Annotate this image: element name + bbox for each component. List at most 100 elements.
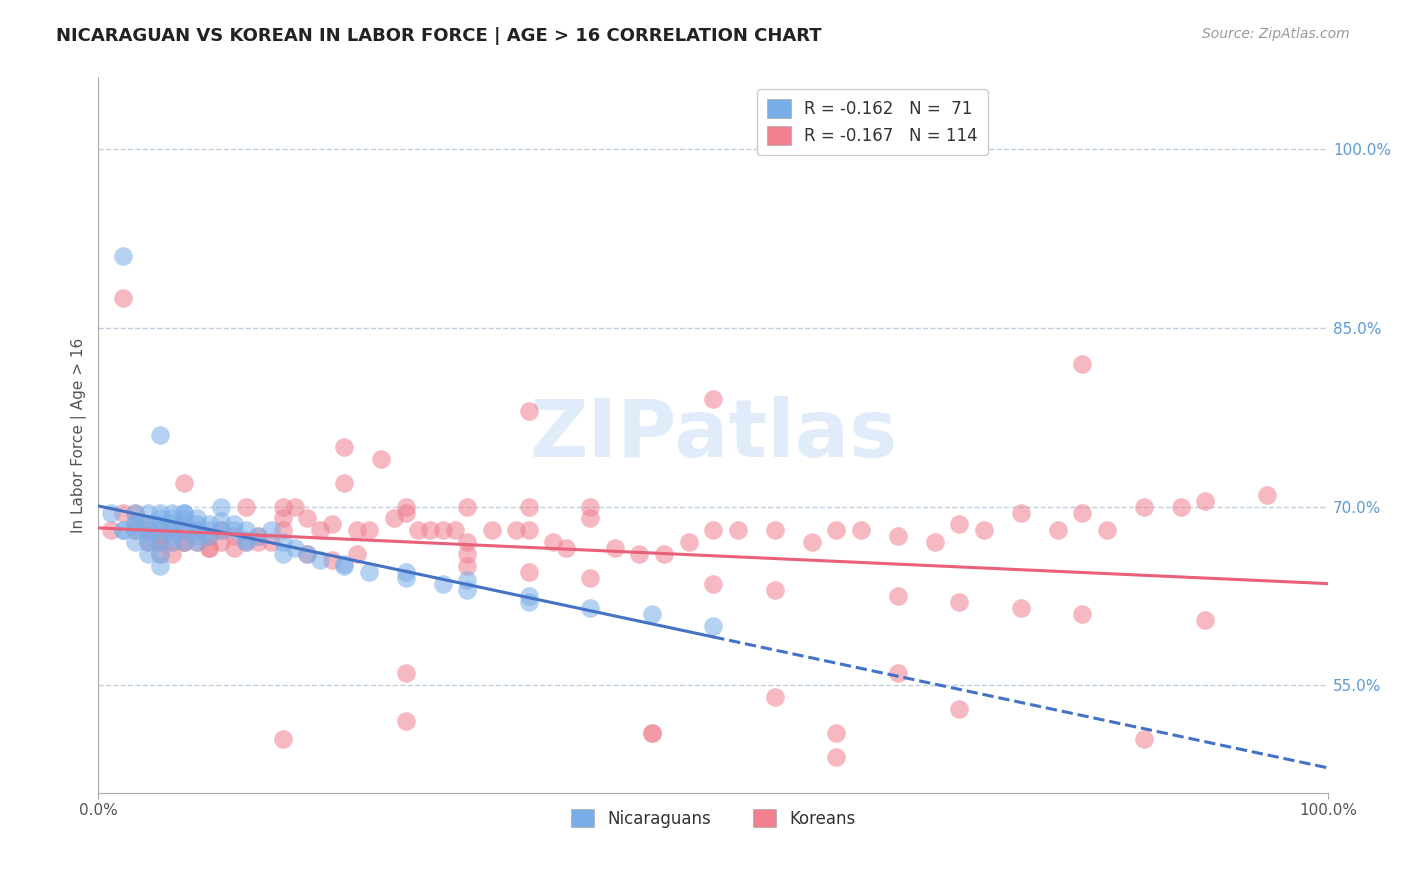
Point [702,577,724,591]
Point [124,524,146,538]
Point [247,529,270,543]
Point [173,475,195,490]
Point [554,541,576,556]
Point [173,511,195,525]
Point [579,571,602,585]
Point [173,535,195,549]
Point [505,524,527,538]
Point [198,529,221,543]
Point [395,714,418,728]
Point [1170,500,1192,514]
Point [136,535,159,549]
Point [186,511,208,525]
Point [149,428,172,442]
Point [1010,600,1032,615]
Point [481,524,503,538]
Point [186,529,208,543]
Point [333,440,356,454]
Point [825,524,848,538]
Point [271,500,294,514]
Point [124,517,146,532]
Point [136,517,159,532]
Point [173,524,195,538]
Y-axis label: In Labor Force | Age > 16: In Labor Force | Age > 16 [72,337,87,533]
Legend: Nicaraguans, Koreans: Nicaraguans, Koreans [564,803,862,834]
Point [579,600,602,615]
Point [886,666,908,681]
Point [333,475,356,490]
Point [579,511,602,525]
Point [136,517,159,532]
Point [763,582,786,597]
Point [259,535,281,549]
Point [333,557,356,571]
Point [1010,506,1032,520]
Point [603,541,626,556]
Point [284,500,307,514]
Point [149,547,172,561]
Point [641,726,664,740]
Point [321,553,343,567]
Point [136,547,159,561]
Point [173,506,195,520]
Point [395,500,418,514]
Point [357,524,380,538]
Point [271,511,294,525]
Point [1194,613,1216,627]
Point [160,524,183,538]
Point [124,535,146,549]
Point [222,541,245,556]
Point [886,589,908,603]
Point [209,514,232,528]
Point [419,524,441,538]
Point [641,607,664,621]
Point [297,547,319,561]
Point [973,524,995,538]
Point [149,535,172,549]
Point [271,535,294,549]
Point [149,559,172,574]
Point [209,524,232,538]
Point [111,506,134,520]
Point [763,524,786,538]
Point [149,524,172,538]
Point [198,517,221,532]
Point [284,541,307,556]
Point [652,547,675,561]
Point [321,517,343,532]
Point [924,535,946,549]
Point [628,547,651,561]
Point [136,535,159,549]
Point [136,529,159,543]
Point [149,517,172,532]
Point [1071,607,1094,621]
Point [517,404,540,418]
Point [641,726,664,740]
Point [235,500,257,514]
Point [456,547,478,561]
Point [297,547,319,561]
Point [308,553,330,567]
Point [173,517,195,532]
Point [517,589,540,603]
Point [346,524,368,538]
Point [209,535,232,549]
Point [173,535,195,549]
Point [209,524,232,538]
Point [346,547,368,561]
Point [160,535,183,549]
Point [948,595,970,609]
Point [149,506,172,520]
Point [136,506,159,520]
Point [209,500,232,514]
Point [517,565,540,579]
Point [1046,524,1069,538]
Point [198,529,221,543]
Point [948,517,970,532]
Point [297,511,319,525]
Point [308,524,330,538]
Point [444,524,467,538]
Point [271,731,294,746]
Point [333,559,356,574]
Point [160,547,183,561]
